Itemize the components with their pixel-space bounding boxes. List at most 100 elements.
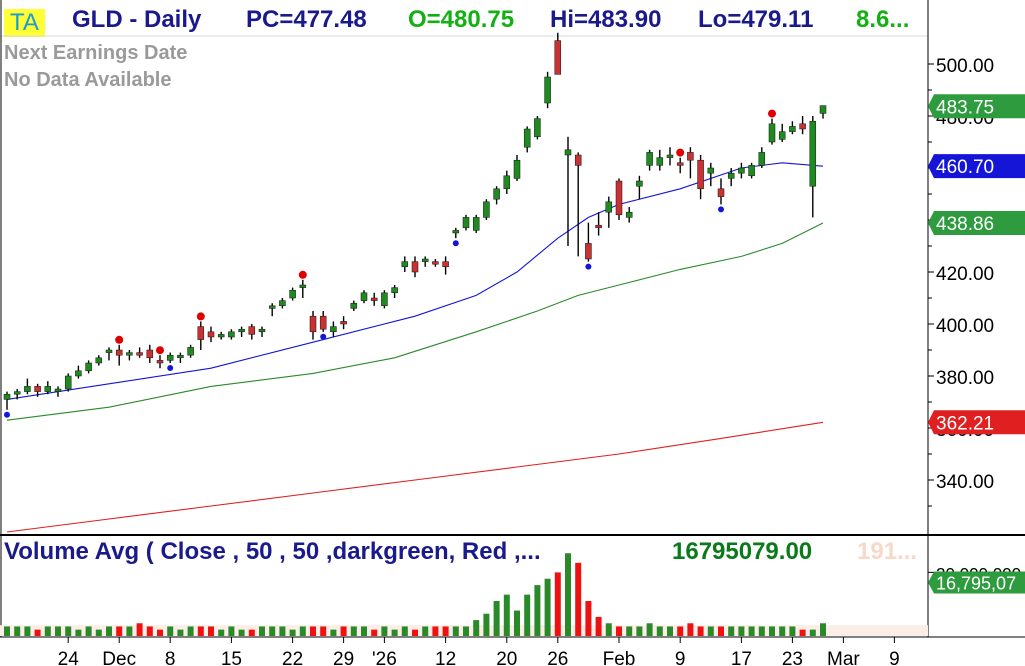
candle-body: [717, 188, 725, 197]
x-tick-label: 23: [782, 649, 803, 666]
volume-bar: [4, 626, 10, 636]
candle-body: [758, 152, 766, 166]
volume-indicator-title[interactable]: Volume Avg ( Close , 50 , 50 ,darkgreen,…: [4, 538, 541, 565]
candle-body: [442, 261, 449, 268]
volume-bar: [157, 629, 163, 636]
price-flag: 483.75: [928, 94, 1025, 119]
volume-bar: [646, 623, 653, 636]
volume-bar: [14, 626, 21, 636]
volume-bar: [483, 613, 490, 636]
candle-body: [554, 40, 562, 75]
volume-bar: [473, 620, 480, 636]
price-flag-shape: [928, 154, 1025, 179]
candle-body: [105, 349, 113, 353]
candle-body: [146, 349, 154, 359]
volume-bar: [554, 572, 561, 636]
price-flag-label: 362.21: [936, 413, 994, 434]
volume-bar: [503, 594, 510, 636]
candle-body: [228, 331, 235, 338]
candle-body: [136, 352, 143, 356]
candle-body: [391, 287, 398, 294]
volume-bar: [197, 626, 204, 636]
x-tick-label: 15: [221, 649, 242, 666]
volume-secondary-value: 191...: [857, 538, 918, 565]
volume-bar: [534, 585, 541, 636]
candle-body: [544, 76, 551, 104]
volume-bar: [238, 629, 245, 636]
signal-marker: [4, 411, 10, 418]
candle-body: [197, 326, 205, 340]
volume-bar: [820, 623, 826, 636]
signal-marker: [320, 333, 327, 340]
volume-bar: [524, 594, 531, 636]
volume-bar: [452, 626, 459, 636]
high-price: Hi=483.90: [550, 6, 662, 33]
candle-body: [95, 357, 103, 364]
volume-bar: [279, 626, 286, 636]
ta-badge[interactable]: TA: [4, 9, 45, 37]
volume-flag: 16,795,07: [928, 571, 1025, 594]
candle-body: [299, 284, 307, 288]
candle-body: [421, 258, 429, 262]
volume-bar: [126, 626, 133, 636]
volume-bar: [116, 626, 123, 636]
volume-bar: [514, 610, 520, 636]
candle-body: [289, 289, 296, 299]
volume-bar: [248, 629, 255, 636]
volume-bar: [493, 601, 500, 636]
volume-bar: [442, 626, 449, 636]
volume-bar: [75, 629, 82, 636]
volume-bar: [177, 629, 184, 636]
volume-bar: [361, 626, 367, 636]
volume-bar: [330, 629, 337, 636]
earnings-label: Next Earnings Date: [4, 42, 188, 64]
candle-body: [574, 154, 582, 166]
candle-body: [666, 154, 674, 158]
candle-body: [707, 167, 715, 174]
volume-flag-shape: [928, 571, 1025, 594]
volume-bar: [565, 553, 571, 636]
candle-body: [75, 370, 82, 377]
candle-body: [472, 217, 480, 231]
price-flag-label: 483.75: [936, 97, 994, 118]
candle-body: [3, 393, 11, 400]
candle-body: [483, 201, 490, 218]
volume-bar: [707, 626, 714, 636]
signal-marker: [196, 312, 205, 321]
volume-bar: [208, 626, 214, 636]
candle-body: [115, 349, 123, 356]
candle-body: [24, 386, 31, 392]
candle-body: [248, 326, 256, 335]
candle-body: [64, 375, 72, 390]
candle-body: [738, 167, 745, 174]
candle-body: [809, 120, 817, 187]
price-flag-label: 438.86: [936, 214, 994, 235]
candle-body: [625, 211, 633, 218]
volume-bar: [391, 629, 398, 636]
x-tick-label: 22: [282, 649, 303, 666]
volume-bar: [310, 626, 316, 636]
volume-bar: [55, 626, 61, 636]
volume-bar: [667, 626, 673, 636]
volume-bar: [636, 626, 643, 636]
candle-body: [177, 354, 184, 359]
candle-body: [503, 175, 511, 190]
candle-body: [819, 105, 827, 114]
signal-marker: [156, 346, 164, 355]
candle-body: [207, 331, 215, 338]
x-tick-label: 26: [547, 649, 568, 666]
candle-body: [646, 152, 653, 166]
x-tick-label: 24: [58, 649, 80, 666]
candle-body: [462, 217, 470, 229]
candle-body: [748, 165, 755, 177]
candle-body: [44, 386, 52, 392]
candle-body: [432, 261, 439, 265]
candle-body: [340, 321, 347, 325]
volume-bar: [758, 626, 765, 636]
price-flag-label: 460.70: [936, 157, 994, 178]
candle-body: [34, 386, 41, 392]
x-tick-label: 20: [496, 649, 517, 666]
signal-marker: [718, 206, 724, 213]
volume-bar: [299, 626, 306, 636]
